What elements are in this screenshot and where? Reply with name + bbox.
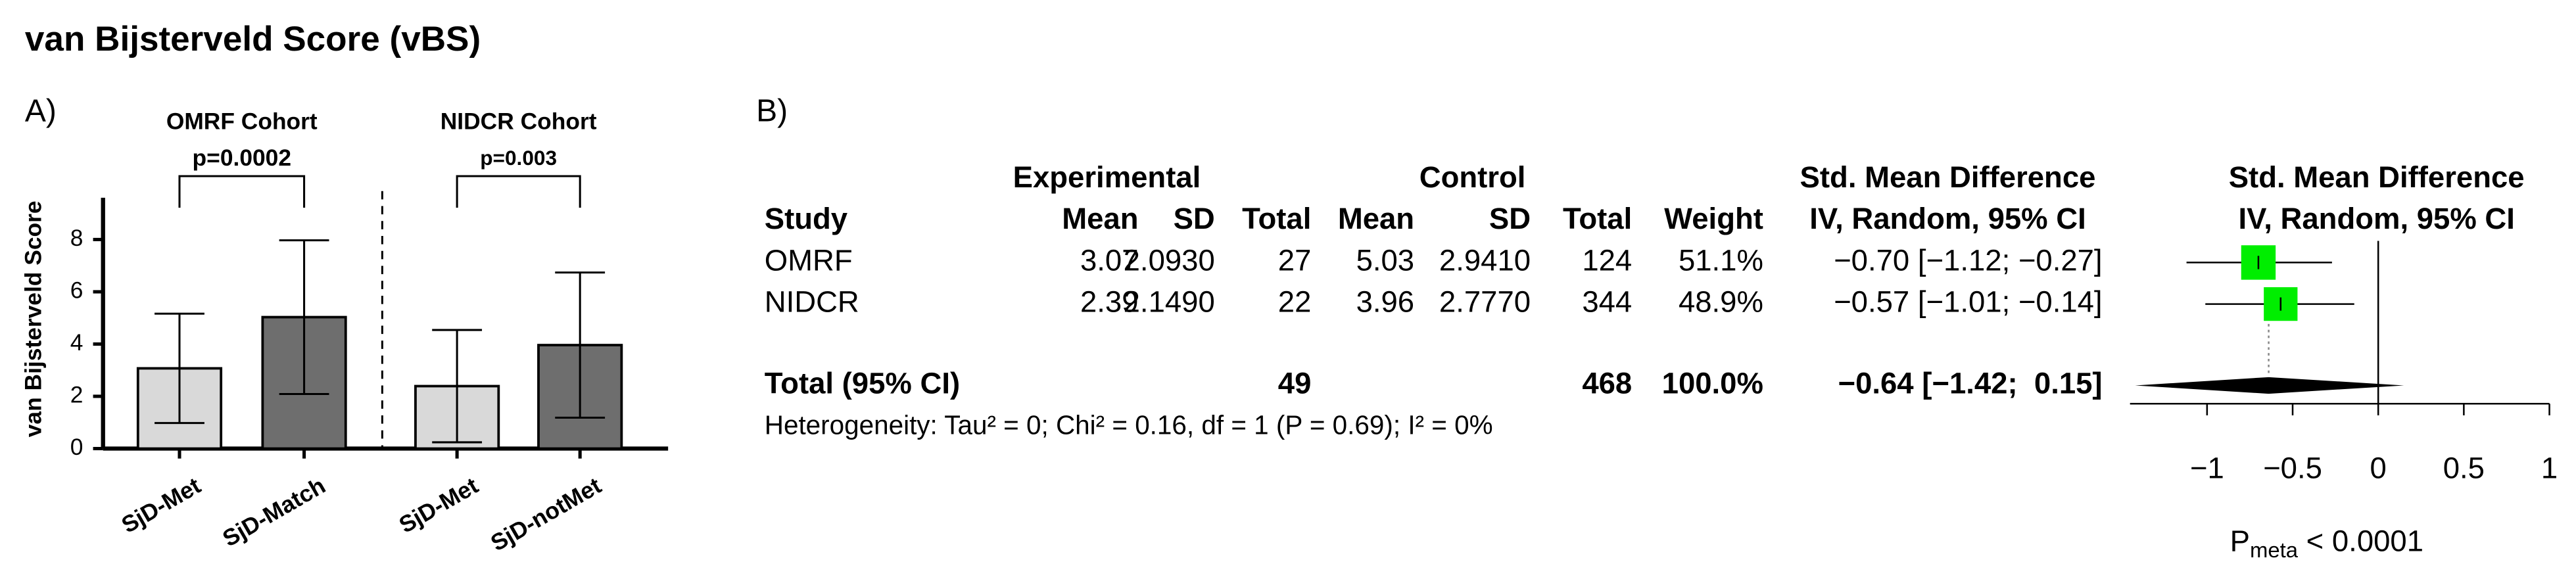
x-tick-label: SjD-Match (218, 473, 329, 551)
group-header: Control (1419, 160, 1526, 194)
column-header: Weight (1664, 202, 1763, 235)
estimate-label: −0.57 [−1.01; −0.14] (1834, 285, 2102, 319)
total-diamond (2135, 377, 2404, 394)
p-meta-text: < 0.0001 (2298, 524, 2423, 558)
table-cell: 124 (1582, 243, 1632, 277)
total-cell: 100.0% (1662, 366, 1763, 400)
table-cell: 5.03 (1356, 243, 1415, 277)
table-cell: OMRF (765, 243, 853, 277)
y-tick-label: 8 (70, 225, 83, 251)
x-tick-label: 0 (2370, 451, 2387, 484)
p-meta: Pmeta < 0.0001 (2230, 524, 2423, 562)
column-header: SD (1174, 202, 1215, 235)
group-header: Experimental (1013, 160, 1201, 194)
table-cell: 3.96 (1356, 285, 1415, 319)
x-tick-label: SjD-Met (117, 473, 205, 538)
y-axis-label: van Bijsterveld Score (20, 200, 46, 437)
cohort-label: OMRF Cohort (166, 108, 318, 134)
table-cell: 2.7770 (1439, 285, 1531, 319)
y-tick-label: 0 (70, 434, 83, 460)
column-header: Mean (1338, 202, 1414, 235)
total-cell: −0.64 [−1.42; 0.15] (1838, 366, 2103, 400)
cohort-label: NIDCR Cohort (441, 108, 597, 134)
table-cell: 2.1490 (1124, 285, 1215, 319)
effect-header: IV, Random, 95% CI (1809, 202, 2086, 235)
effect-header: Std. Mean Difference (2229, 160, 2525, 194)
estimate-label: −0.70 [−1.12; −0.27] (1834, 243, 2102, 277)
column-header: Total (1563, 202, 1632, 235)
table-cell: 48.9% (1679, 285, 1763, 319)
column-header: Total (1242, 202, 1311, 235)
panel-label: B) (756, 94, 788, 129)
x-tick-label: 1 (2541, 451, 2558, 484)
x-tick-label: SjD-Met (395, 473, 483, 538)
x-tick-label: SjD-notMet (487, 473, 606, 556)
x-tick-label: 0.5 (2443, 451, 2485, 484)
table-cell: 2.0930 (1124, 243, 1215, 277)
table-cell: 2.9410 (1439, 243, 1531, 277)
y-tick-label: 6 (70, 277, 83, 303)
table-cell: 344 (1582, 285, 1632, 319)
y-tick-label: 4 (70, 330, 83, 356)
total-cell: 468 (1582, 366, 1632, 400)
p-value: p=0.003 (480, 146, 557, 170)
table-cell: 3.07 (1080, 243, 1139, 277)
significance-bracket (178, 175, 306, 208)
effect-header: IV, Random, 95% CI (2238, 202, 2514, 235)
column-header: Mean (1062, 202, 1138, 235)
figure-title: van Bijsterveld Score (vBS) (25, 20, 481, 58)
x-tick-label: −1 (2190, 451, 2224, 484)
table-cell: NIDCR (765, 285, 859, 319)
effect-header: Std. Mean Difference (1800, 160, 2096, 194)
table-cell: 27 (1278, 243, 1312, 277)
total-cell: Total (95% CI) (765, 366, 960, 400)
x-tick-label: −0.5 (2263, 451, 2322, 484)
table-cell: 51.1% (1679, 243, 1763, 277)
table-cell: 2.39 (1080, 285, 1139, 319)
table-cell: 22 (1278, 285, 1312, 319)
y-tick-label: 2 (70, 382, 83, 407)
heterogeneity: Heterogeneity: Tau² = 0; Chi² = 0.16, df… (765, 409, 1493, 440)
column-header: Study (765, 202, 848, 235)
p-meta-symbol: P (2230, 524, 2250, 558)
panel-label: A) (25, 94, 57, 129)
significance-bracket (456, 175, 581, 208)
total-cell: 49 (1278, 366, 1312, 400)
p-value: p=0.0002 (193, 145, 291, 171)
p-meta-subscript: meta (2250, 538, 2299, 562)
column-header: SD (1489, 202, 1531, 235)
